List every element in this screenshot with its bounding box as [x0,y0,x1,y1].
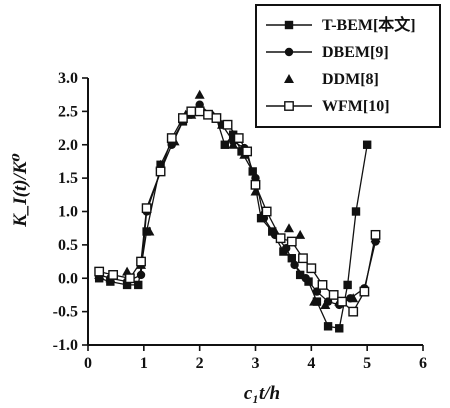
y-tick-label: 2.5 [58,103,78,120]
data-point [275,233,286,244]
y-tick-label: 1.0 [58,204,78,221]
data-point [250,179,261,190]
data-point [136,256,146,267]
data-point [141,203,152,214]
legend-marker [284,20,294,30]
data-point [279,247,288,256]
legend-marker [284,47,294,57]
data-point [144,226,155,236]
x-tick-label: 1 [140,355,148,372]
data-point [178,113,188,123]
data-point [136,270,146,280]
y-tick-label: 3.0 [58,70,78,87]
series-line [99,110,368,330]
x-tick-label: 3 [252,355,260,372]
data-point [155,166,166,177]
data-point [261,206,272,217]
axes [82,77,424,351]
data-point [348,293,359,303]
data-point [250,186,261,196]
x-tick-label: 0 [84,355,92,372]
data-point [166,133,177,143]
legend-marker [284,74,294,83]
x-tick-label: 4 [307,355,315,372]
legend-label-wfm: WFM[10] [322,98,390,115]
data-point [203,109,213,120]
data-point [309,296,320,306]
legend: T-BEM[本文] DBEM[9] DDM[8] WFM[10] [255,4,441,128]
data-point [312,297,322,306]
data-point [328,290,339,300]
data-point [220,140,229,149]
data-point [301,274,310,283]
legend-label-ddm: DDM[8] [322,71,379,88]
data-point [242,146,253,157]
data-point [286,236,297,247]
y-tick-label: -1.0 [53,337,78,354]
data-point [228,139,239,149]
data-point [370,229,381,240]
data-point [186,106,197,117]
data-point [222,119,233,130]
x-tick-label: 5 [363,355,371,372]
data-point [194,106,205,117]
data-point [362,140,372,149]
y-axis-label: K_I(t)/K⁰ [10,152,31,227]
x-axis-label: c₁t/h [244,383,280,404]
data-point [295,270,305,280]
legend-label-dbem: DBEM[9] [322,44,389,61]
data-point [142,227,151,236]
legend-marker [284,101,294,111]
tick-labels: 0 1 2 3 4 5 6 3.0 2.5 2.0 1.5 1.0 0.5 0.0 -0.5 -1.0 [53,70,427,372]
data-point [122,266,133,276]
data-point [228,130,238,139]
data-point [211,113,222,123]
data-point [343,280,352,290]
data-point [124,273,135,284]
legend-samples [266,20,312,111]
data-point [359,286,370,297]
data-point [94,266,105,277]
y-tick-label: 1.5 [58,170,78,187]
data-point [155,159,166,169]
data-point [320,299,331,309]
data-point [337,296,347,307]
data-point [108,270,119,280]
series-layer [94,89,381,333]
data-point [351,207,361,216]
y-tick-label: 2.0 [58,137,78,154]
data-point [317,280,328,290]
data-point [290,260,299,270]
data-point [194,89,205,99]
data-point [323,322,333,331]
data-point [298,253,308,264]
data-point [233,133,244,143]
x-tick-label: 2 [196,355,204,372]
y-tick-label: 0.5 [58,237,78,254]
data-point [335,324,344,333]
x-tick-label: 6 [419,355,427,372]
data-point [134,280,143,290]
data-point [237,147,246,156]
data-point [348,306,359,317]
y-tick-label: -0.5 [53,304,78,321]
series-3 [94,106,381,317]
legend-label-tbem: T-BEM[本文] [322,15,416,34]
data-point [306,263,317,274]
data-point [295,229,306,239]
data-point [284,223,294,233]
y-tick-label: 0.0 [58,270,78,287]
